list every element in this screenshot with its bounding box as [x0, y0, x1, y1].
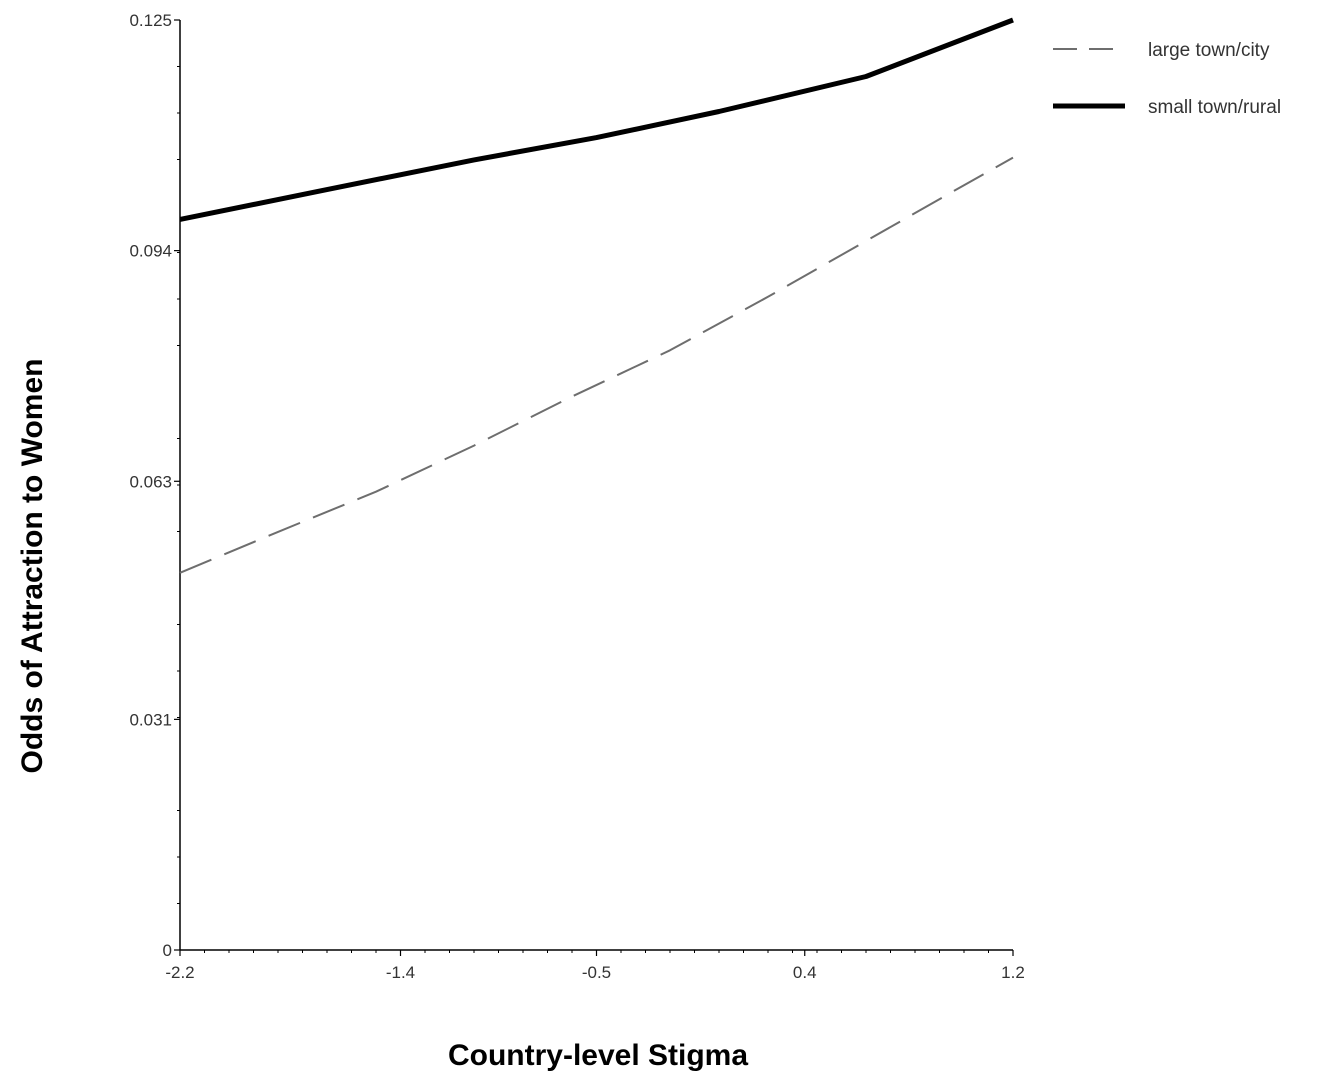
x-tick-label: -0.5: [582, 963, 611, 982]
x-axis-title: Country-level Stigma: [448, 1039, 748, 1072]
series-line-large-town-city: [179, 156, 1014, 574]
y-tick-label: 0.094: [129, 242, 172, 261]
series-line-small-town-rural: [179, 17, 1014, 222]
x-tick-label: 1.2: [1001, 963, 1025, 982]
legend: large town/city small town/rural: [1053, 40, 1281, 118]
series-layer: [179, 17, 1014, 574]
x-tick-label: 0.4: [793, 963, 817, 982]
minor-tick-marks: [177, 66, 989, 953]
y-tick-label: 0.125: [129, 11, 172, 30]
x-tick-label: -1.4: [386, 963, 415, 982]
y-axis-title: Odds of Attraction to Women: [16, 359, 49, 774]
legend-label: small town/rural: [1148, 97, 1281, 118]
x-axis-ticks: -2.2 -1.4 -0.5 0.4 1.2: [165, 950, 1025, 982]
legend-label: large town/city: [1148, 40, 1270, 61]
y-tick-label: 0.031: [129, 710, 172, 729]
y-axis-ticks: 0 0.031 0.063 0.094 0.125: [129, 11, 180, 960]
x-tick-label: -2.2: [165, 963, 194, 982]
y-tick-label: 0: [163, 941, 172, 960]
y-tick-label: 0.063: [129, 472, 172, 491]
